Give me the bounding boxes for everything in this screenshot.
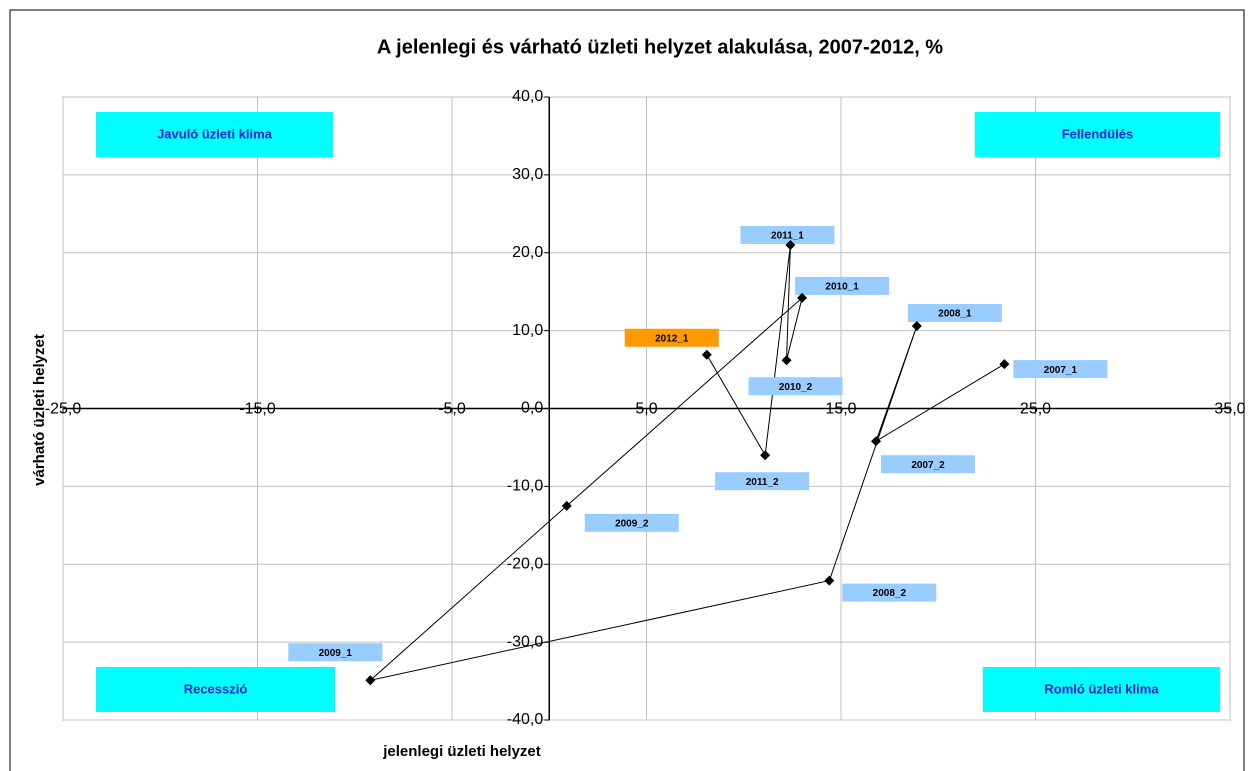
quadrant-label: Romló üzleti klima: [1044, 681, 1159, 696]
point-label-box: [624, 328, 719, 347]
quadrant-box: [96, 112, 333, 157]
point-label: 2010_1: [825, 282, 859, 293]
x-tick-label: -15,0: [239, 401, 276, 418]
marker: [561, 500, 572, 511]
y-tick-label: 10,0: [512, 322, 543, 339]
marker: [781, 355, 792, 366]
quadrant-label: Fellendülés: [1062, 126, 1134, 141]
point-label-box: [881, 455, 976, 474]
y-tick-label: -10,0: [507, 478, 544, 495]
y-tick-label: 0,0: [521, 400, 543, 417]
x-tick-label: 35,0: [1214, 401, 1245, 418]
marker: [365, 675, 376, 686]
marker: [871, 436, 882, 447]
point-label-box: [1013, 360, 1108, 379]
point-label: 2007_1: [1044, 365, 1078, 376]
point-label-box: [748, 377, 843, 396]
marker: [999, 359, 1010, 370]
point-label-box: [795, 276, 890, 295]
y-axis-title: várható üzleti helyzet: [31, 334, 48, 486]
quadrant-label: Recesszió: [184, 681, 248, 696]
point-label: 2010_2: [779, 382, 813, 393]
point-label: 2009_1: [319, 648, 353, 659]
point-label: 2008_1: [938, 309, 972, 320]
marker: [911, 320, 922, 331]
point-label: 2011_2: [746, 477, 779, 488]
point-label: 2007_2: [911, 460, 945, 471]
marker: [824, 575, 835, 586]
marker: [785, 239, 796, 250]
point-label-box: [715, 472, 810, 491]
quadrant-box: [96, 667, 335, 712]
y-tick-label: -30,0: [507, 633, 544, 650]
quadrant-box: [975, 112, 1220, 157]
y-tick-label: -20,0: [507, 555, 544, 572]
y-tick-label: 30,0: [512, 166, 543, 183]
y-tick-label: 40,0: [512, 88, 543, 105]
point-label-box: [584, 513, 679, 532]
point-label-box: [842, 583, 937, 602]
point-label-box: [907, 303, 1002, 322]
quadrant-label: Javuló üzleti klima: [157, 126, 273, 141]
y-tick-label: -40,0: [507, 711, 544, 728]
x-tick-label: 5,0: [635, 401, 657, 418]
y-tick-label: 20,0: [512, 244, 543, 261]
x-tick-label: 15,0: [825, 401, 856, 418]
quadrant-box: [983, 667, 1220, 712]
x-tick-label: -25,0: [45, 401, 82, 418]
marker: [701, 349, 712, 360]
point-label: 2012_1: [655, 333, 689, 344]
point-label-box: [288, 643, 383, 662]
x-axis-title: jelenlegi üzleti helyzet: [382, 743, 541, 760]
chart-title: A jelenlegi és várható üzleti helyzet al…: [377, 36, 943, 58]
marker: [760, 450, 771, 461]
x-tick-label: 25,0: [1020, 401, 1051, 418]
point-label: 2011_1: [771, 231, 804, 242]
point-label: 2008_2: [873, 588, 907, 599]
marker: [797, 292, 808, 303]
point-label: 2009_2: [615, 518, 649, 529]
point-label-box: [740, 225, 835, 244]
x-tick-label: -5,0: [438, 401, 466, 418]
